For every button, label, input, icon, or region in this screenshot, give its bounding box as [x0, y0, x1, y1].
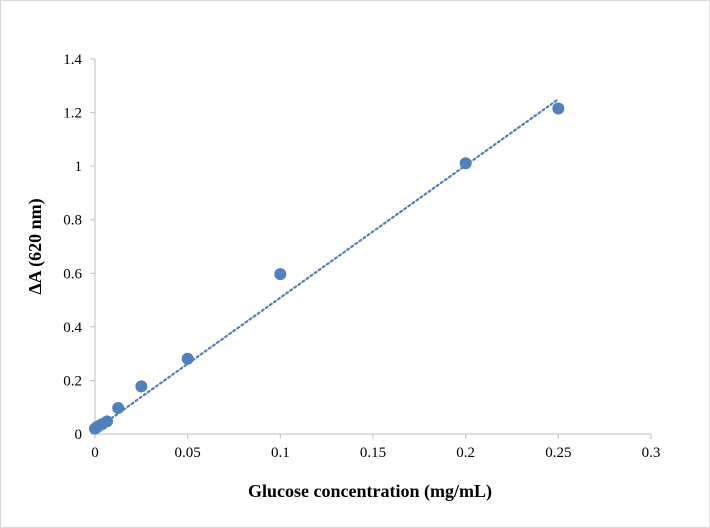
- x-tick-label: 0: [91, 445, 99, 461]
- x-tick-label: 0.15: [360, 445, 386, 461]
- y-tick-label: 0.6: [63, 266, 82, 282]
- y-tick-label: 1: [75, 159, 83, 175]
- data-point: [112, 402, 125, 415]
- x-tick-label: 0.05: [175, 445, 201, 461]
- y-axis-title: ΔA (620 nm): [25, 198, 46, 294]
- y-tick-label: 0.4: [63, 320, 82, 336]
- axes: [90, 58, 652, 439]
- x-tick-label: 0.1: [271, 445, 290, 461]
- y-tick-label: 0.8: [63, 213, 82, 229]
- data-point: [552, 102, 565, 115]
- data-point: [274, 268, 287, 281]
- trendline-group: [93, 98, 560, 432]
- y-tick-label: 0: [75, 427, 83, 443]
- tick-labels: 0 0.05 0.1 0.15 0.2 0.25 0.3 0 0.2 0.4 0.6 0.8 1 1.2 1…: [63, 52, 660, 461]
- trendline: [93, 98, 560, 432]
- x-tick-label: 0.25: [545, 445, 571, 461]
- x-tick-label: 0.2: [456, 445, 475, 461]
- x-tick-label: 0.3: [642, 445, 661, 461]
- data-point: [135, 380, 148, 393]
- y-tick-label: 1.4: [63, 52, 82, 68]
- data-point: [101, 415, 114, 428]
- y-tick-label: 1.2: [63, 106, 82, 122]
- data-points: [89, 102, 565, 435]
- y-tick-label: 0.2: [63, 373, 82, 389]
- data-point: [181, 352, 194, 365]
- data-point: [459, 157, 472, 170]
- x-axis-title: Glucose concentration (mg/mL): [248, 481, 492, 502]
